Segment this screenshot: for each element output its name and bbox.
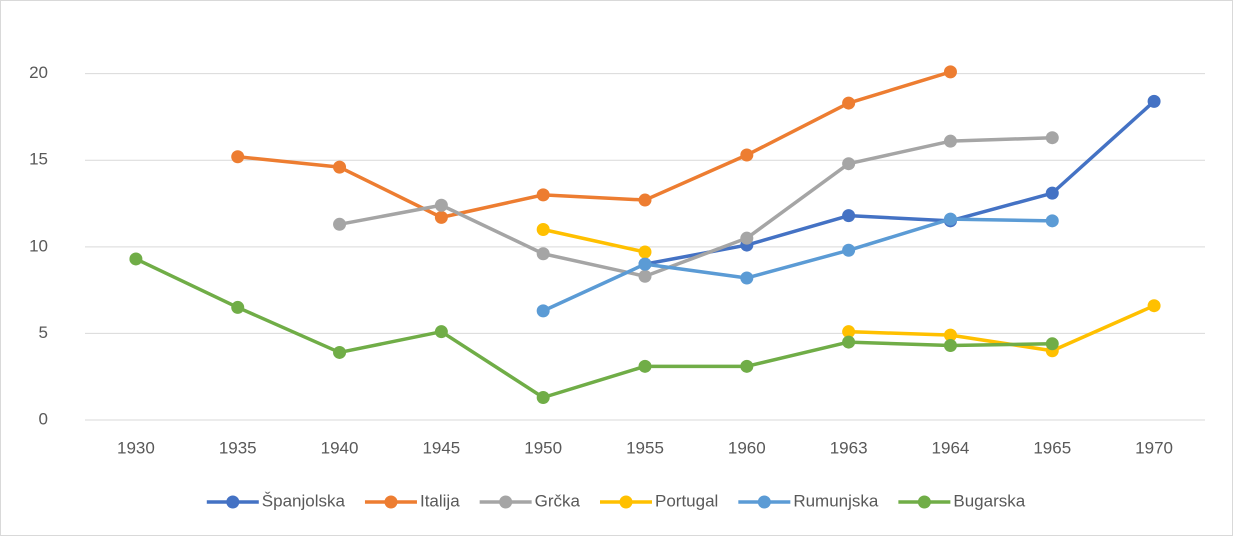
point xyxy=(842,325,856,339)
point xyxy=(638,193,652,207)
legend-label: Bugarska xyxy=(953,491,1025,510)
point xyxy=(434,325,448,339)
x-tick-label: 1970 xyxy=(1135,438,1173,457)
y-tick-label: 15 xyxy=(29,150,48,169)
legend-label: Portugal xyxy=(655,491,718,510)
point xyxy=(638,269,652,283)
point xyxy=(434,198,448,212)
point xyxy=(536,247,550,261)
point xyxy=(842,243,856,257)
series-line xyxy=(135,257,1053,400)
legend-marker xyxy=(499,495,513,509)
y-tick-label: 5 xyxy=(39,323,48,342)
x-tick-label: 1950 xyxy=(524,438,562,457)
y-tick-label: 20 xyxy=(29,63,48,82)
x-tick-label: 1940 xyxy=(321,438,359,457)
legend-label: Španjolska xyxy=(262,491,346,510)
x-tick-label: 1930 xyxy=(117,438,155,457)
point xyxy=(638,359,652,373)
x-tick-label: 1955 xyxy=(626,438,664,457)
point xyxy=(740,271,754,285)
y-tick-label: 10 xyxy=(29,236,48,255)
point xyxy=(842,209,856,223)
series-line xyxy=(237,70,951,220)
x-tick-label: 1960 xyxy=(728,438,766,457)
point xyxy=(842,96,856,110)
legend-label: Rumunjska xyxy=(793,491,879,510)
point xyxy=(333,217,347,231)
legend-marker xyxy=(384,495,398,509)
point xyxy=(434,210,448,224)
point xyxy=(129,252,143,266)
x-tick-label: 1935 xyxy=(219,438,257,457)
x-tick-label: 1965 xyxy=(1033,438,1071,457)
legend-label: Italija xyxy=(420,491,460,510)
legend-marker xyxy=(226,495,240,509)
series-line xyxy=(339,135,1053,279)
legend-marker xyxy=(757,495,771,509)
point xyxy=(1147,299,1161,313)
point xyxy=(740,231,754,245)
point xyxy=(536,390,550,404)
point xyxy=(1045,214,1059,228)
point xyxy=(1045,186,1059,200)
point xyxy=(1045,131,1059,145)
point xyxy=(536,188,550,202)
point xyxy=(231,150,245,164)
point xyxy=(943,339,957,353)
point xyxy=(842,335,856,349)
legend: Španjolska Italija Grčka Portugal Rumunjska B… xyxy=(206,491,1026,510)
point xyxy=(333,345,347,359)
point xyxy=(231,300,245,314)
point xyxy=(536,223,550,236)
point xyxy=(943,328,957,342)
legend-marker xyxy=(619,495,633,509)
x-tick-label: 1945 xyxy=(422,438,460,457)
point xyxy=(740,359,754,373)
point xyxy=(740,148,754,162)
point xyxy=(943,212,957,226)
legend-label: Grčka xyxy=(535,491,581,510)
series-line xyxy=(542,217,1053,313)
point xyxy=(1147,94,1161,108)
point xyxy=(943,65,957,79)
point xyxy=(1045,337,1059,351)
series-line xyxy=(644,100,1156,266)
point xyxy=(333,160,347,174)
point xyxy=(638,245,652,259)
x-tick-label: 1964 xyxy=(932,438,970,457)
point xyxy=(842,157,856,171)
point xyxy=(638,257,652,271)
point xyxy=(536,304,550,318)
point xyxy=(943,134,957,148)
y-tick-label: 0 xyxy=(39,409,48,428)
x-tick-label: 1963 xyxy=(830,438,868,457)
legend-marker xyxy=(917,495,931,509)
